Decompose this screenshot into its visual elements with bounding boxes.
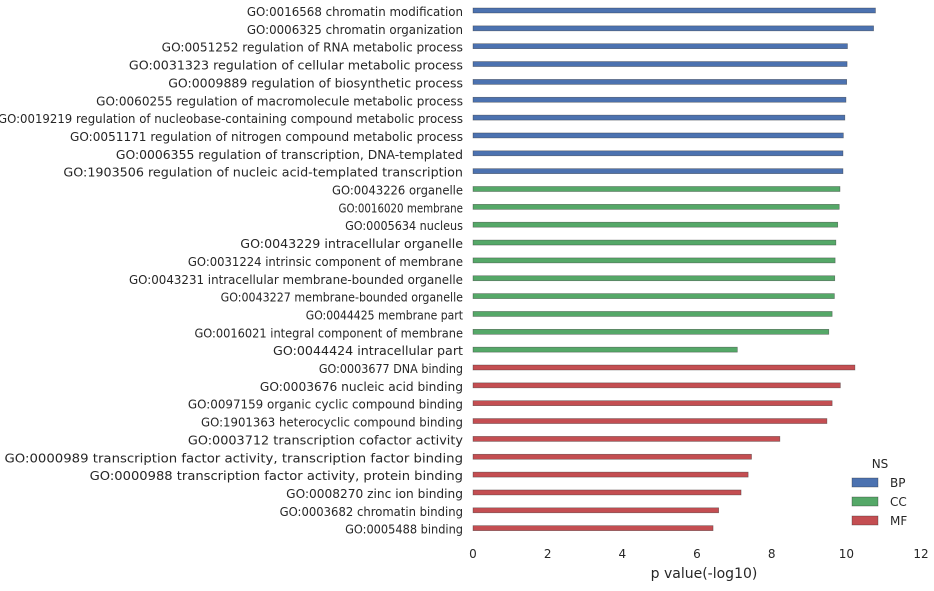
bar bbox=[472, 436, 781, 442]
bar bbox=[472, 364, 856, 371]
bar bbox=[472, 293, 835, 299]
category-label: GO:0044425 membrane part bbox=[306, 308, 463, 322]
category-label: GO:0006325 chromatin organization bbox=[247, 23, 463, 37]
legend: NS BP CC MF bbox=[851, 457, 907, 528]
bar bbox=[472, 400, 833, 407]
bar bbox=[472, 61, 848, 67]
x-tick-label: 10 bbox=[839, 547, 854, 561]
category-label: GO:0043226 organelle bbox=[332, 184, 463, 198]
bar bbox=[472, 204, 840, 210]
x-tick-label: 2 bbox=[544, 547, 552, 561]
x-tick-label: 6 bbox=[693, 547, 701, 561]
category-label: GO:0031224 intrinsic component of membra… bbox=[188, 255, 463, 269]
bar bbox=[472, 168, 844, 174]
category-label: GO:0003712 transcription cofactor activi… bbox=[188, 433, 463, 447]
legend-swatch bbox=[851, 496, 879, 507]
legend-swatch bbox=[851, 515, 879, 526]
category-label: GO:0009889 regulation of biosynthetic pr… bbox=[168, 76, 463, 90]
x-ticks-layer: 0 2 4 6 8 10 12 bbox=[469, 547, 928, 561]
bar bbox=[472, 382, 841, 389]
x-tick-label: 8 bbox=[768, 547, 776, 561]
legend-items: BP CC MF bbox=[851, 476, 907, 528]
category-label: GO:0051171 regulation of nitrogen compou… bbox=[70, 130, 463, 144]
bar bbox=[472, 257, 836, 264]
bar bbox=[472, 453, 752, 460]
x-tick-label: 12 bbox=[913, 547, 928, 561]
category-label: GO:0003682 chromatin binding bbox=[280, 505, 463, 519]
bar bbox=[472, 25, 874, 32]
category-label: GO:0044424 intracellular part bbox=[273, 344, 463, 358]
category-label: GO:0003676 nucleic acid binding bbox=[260, 380, 463, 394]
bar bbox=[472, 186, 841, 192]
category-label: GO:1903506 regulation of nucleic acid-te… bbox=[63, 166, 463, 180]
bar bbox=[472, 489, 742, 496]
legend-title: NS bbox=[872, 457, 889, 471]
category-label: GO:0043229 intracellular organelle bbox=[240, 237, 463, 251]
bar bbox=[472, 132, 844, 139]
bars-layer bbox=[472, 7, 876, 531]
category-label: GO:0043231 intracellular membrane-bounde… bbox=[129, 273, 463, 287]
category-label: GO:0000989 transcription factor activity… bbox=[5, 451, 463, 465]
bar bbox=[472, 114, 846, 121]
bar bbox=[472, 311, 833, 317]
bar bbox=[472, 7, 876, 14]
category-label: GO:1901363 heterocyclic compound binding bbox=[201, 416, 463, 430]
category-label: GO:0097159 organic cyclic compound bindi… bbox=[188, 398, 463, 412]
category-label: GO:0006355 regulation of transcription, … bbox=[116, 148, 463, 162]
category-label: GO:0005488 binding bbox=[345, 523, 463, 537]
bar bbox=[472, 239, 837, 246]
category-label: GO:0019219 regulation of nucleobase-cont… bbox=[0, 112, 463, 126]
category-label: GO:0051252 regulation of RNA metabolic p… bbox=[162, 41, 463, 55]
category-label: GO:0000988 transcription factor activity… bbox=[90, 469, 463, 483]
bar bbox=[472, 275, 836, 282]
bar bbox=[472, 471, 749, 478]
category-label: GO:0008270 zinc ion binding bbox=[286, 487, 463, 501]
legend-label: MF bbox=[890, 514, 907, 528]
category-label: GO:0060255 regulation of macromolecule m… bbox=[96, 94, 463, 108]
bar bbox=[472, 346, 738, 353]
bar bbox=[472, 79, 848, 85]
bar bbox=[472, 150, 844, 157]
category-labels-layer: GO:0016568 chromatin modification GO:0006… bbox=[0, 5, 463, 537]
bar bbox=[472, 96, 847, 103]
x-tick-label: 4 bbox=[619, 547, 627, 561]
x-tick-label: 0 bbox=[469, 547, 477, 561]
category-label: GO:0005634 nucleus bbox=[345, 219, 463, 233]
bar bbox=[472, 328, 830, 335]
category-label: GO:0016568 chromatin modification bbox=[247, 5, 463, 19]
bar bbox=[472, 221, 839, 228]
category-label: GO:0043227 membrane-bounded organelle bbox=[221, 291, 463, 305]
legend-label: BP bbox=[890, 476, 905, 490]
bar bbox=[472, 507, 719, 514]
category-label: GO:0016020 membrane bbox=[339, 201, 463, 215]
category-label: GO:0031323 regulation of cellular metabo… bbox=[129, 59, 463, 73]
bar bbox=[472, 43, 848, 50]
bar bbox=[472, 418, 828, 424]
category-label: GO:0003677 DNA binding bbox=[319, 362, 463, 376]
legend-label: CC bbox=[890, 495, 907, 509]
legend-swatch bbox=[851, 477, 879, 488]
category-label: GO:0016021 integral component of membran… bbox=[194, 326, 463, 340]
x-axis-label: p value(-log10) bbox=[651, 566, 758, 582]
bar bbox=[472, 525, 714, 531]
